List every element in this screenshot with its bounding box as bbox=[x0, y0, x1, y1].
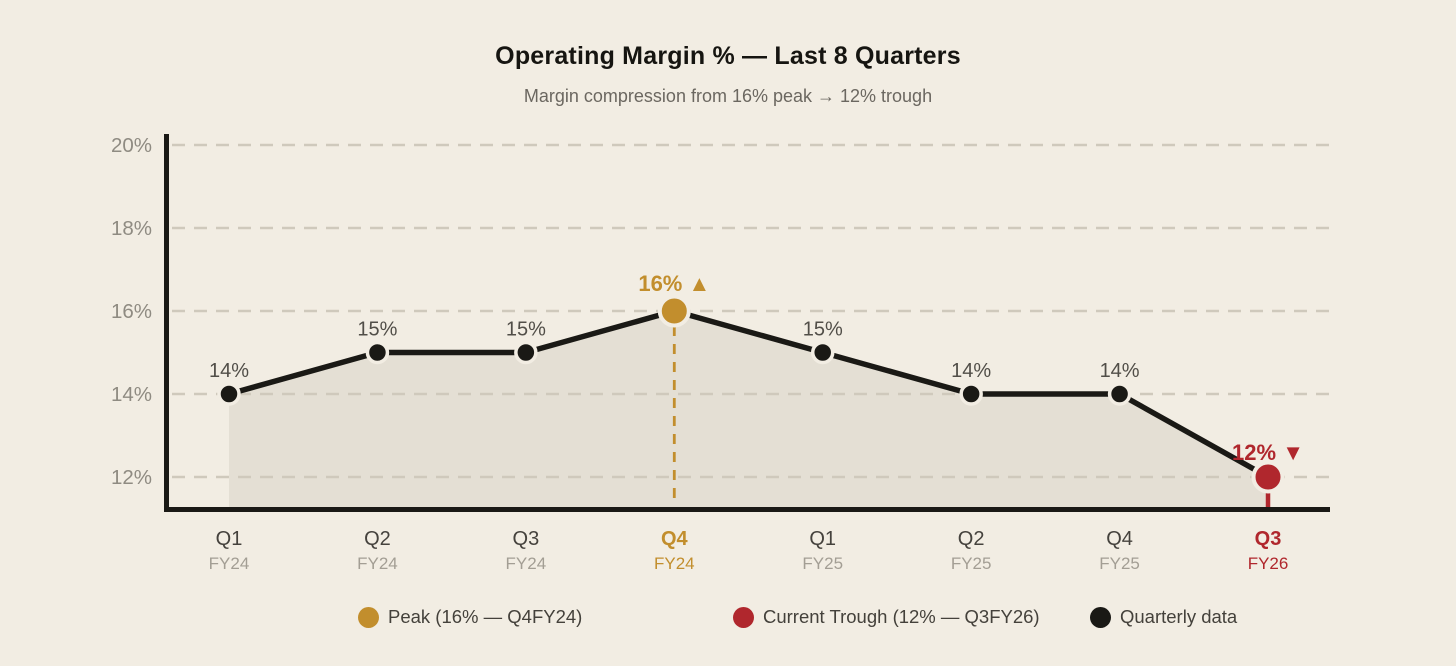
y-tick-label: 20% bbox=[111, 134, 152, 157]
y-tick-label: 12% bbox=[111, 466, 152, 489]
x-label-fiscal: FY25 bbox=[802, 554, 843, 573]
y-tick-label: 14% bbox=[111, 383, 152, 406]
legend-label-quarterly: Quarterly data bbox=[1120, 606, 1238, 627]
x-label-fiscal: FY24 bbox=[506, 554, 547, 573]
data-point-marker bbox=[810, 340, 835, 365]
x-label-quarter: Q1 bbox=[216, 528, 243, 550]
x-label-quarter: Q4 bbox=[661, 528, 689, 550]
x-label-fiscal: FY25 bbox=[951, 554, 992, 573]
data-point-marker bbox=[217, 382, 241, 406]
data-point-marker bbox=[959, 382, 983, 406]
data-point-marker bbox=[514, 340, 538, 365]
data-point-label: 15% bbox=[357, 319, 397, 341]
data-point-label: 14% bbox=[209, 360, 249, 382]
data-point-label: 14% bbox=[1100, 360, 1140, 382]
x-label-quarter: Q2 bbox=[958, 528, 985, 550]
x-label-quarter: Q1 bbox=[809, 528, 836, 550]
chart-subtitle: Margin compression from 16% peak → 12% t… bbox=[523, 86, 933, 106]
trough-marker bbox=[1251, 460, 1285, 494]
x-label-quarter: Q3 bbox=[1255, 528, 1282, 550]
x-label-fiscal: FY26 bbox=[1248, 554, 1289, 573]
data-point-marker bbox=[365, 340, 390, 365]
legend-label-peak: Peak (16% — Q4FY24) bbox=[388, 606, 583, 627]
peak-legend-dot-icon bbox=[358, 606, 379, 628]
x-label-fiscal: FY24 bbox=[357, 554, 398, 573]
data-point-label: 15% bbox=[803, 319, 843, 341]
legend-item-trough: Current Trough (12% — Q3FY26) bbox=[733, 606, 1040, 628]
area-fill bbox=[229, 311, 1269, 507]
y-tick-label: 18% bbox=[111, 217, 152, 240]
x-label-quarter: Q4 bbox=[1106, 528, 1133, 550]
x-label-fiscal: FY24 bbox=[654, 554, 695, 573]
x-label-quarter: Q3 bbox=[513, 528, 540, 550]
trend-line bbox=[226, 308, 1271, 480]
legend-item-quarterly: Quarterly data bbox=[1090, 606, 1237, 628]
quarterly-legend-dot-icon bbox=[1090, 606, 1111, 628]
trough-annotation-label: 12% ▼ bbox=[1232, 440, 1304, 465]
data-point-label: 15% bbox=[506, 319, 546, 341]
data-point-label: 14% bbox=[951, 360, 991, 382]
trough-legend-dot-icon bbox=[733, 606, 754, 628]
peak-marker bbox=[657, 294, 691, 328]
y-tick-label: 16% bbox=[111, 300, 152, 323]
legend-item-peak: Peak (16% — Q4FY24) bbox=[358, 606, 582, 628]
legend-label-trough: Current Trough (12% — Q3FY26) bbox=[763, 606, 1040, 627]
data-point-marker bbox=[1107, 382, 1132, 406]
peak-annotation-label: 16% ▲ bbox=[638, 271, 710, 296]
chart-title: Operating Margin % — Last 8 Quarters bbox=[495, 42, 961, 70]
x-label-fiscal: FY25 bbox=[1099, 554, 1140, 573]
x-label-quarter: Q2 bbox=[364, 528, 391, 550]
x-label-fiscal: FY24 bbox=[209, 554, 250, 573]
